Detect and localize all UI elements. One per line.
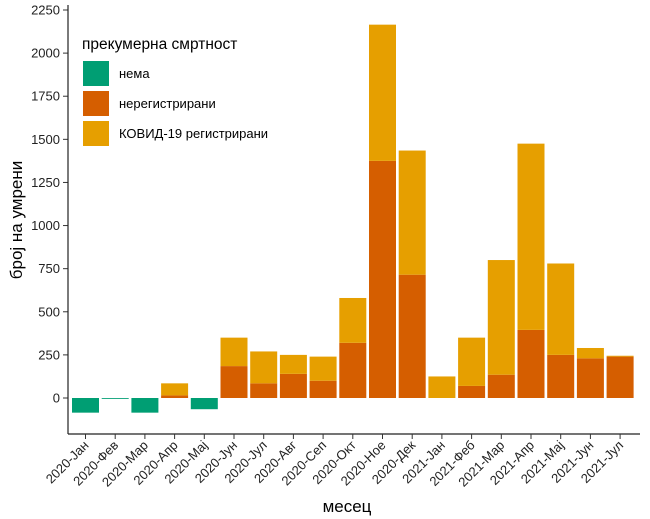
legend-label-unregistered: нерегистрирани [119, 96, 216, 111]
bar-unregistered-9 [309, 380, 337, 398]
bar-unregistered-6 [220, 366, 248, 398]
y-tick-label: 1000 [31, 218, 60, 233]
axes-layer [67, 5, 640, 435]
bar-registered-7 [250, 351, 278, 384]
legend: прекумерна смртност нема нерегистрирани КО… [82, 36, 268, 146]
y-tick-label: 0 [53, 391, 60, 406]
bars-layer [72, 24, 634, 413]
bar-registered-16 [517, 143, 545, 330]
bar-registered-10 [339, 297, 367, 343]
bar-unregistered-15 [487, 374, 515, 398]
x-axis-title: месец [323, 497, 372, 516]
bar-none-5 [190, 398, 218, 410]
y-tick-label: 2000 [31, 46, 60, 61]
bar-registered-18 [576, 347, 604, 359]
bar-none-2 [101, 398, 129, 399]
bar-none-1 [72, 398, 99, 413]
y-tick-label: 500 [38, 304, 60, 319]
bar-registered-13 [428, 376, 456, 398]
bar-registered-8 [279, 354, 307, 374]
bar-registered-15 [487, 260, 515, 375]
bar-unregistered-17 [547, 354, 575, 398]
legend-title: прекумерна смртност [82, 36, 237, 53]
bar-registered-11 [369, 24, 396, 161]
y-axis-title: број на умрени [7, 161, 26, 280]
y-tick-layer: 0 250 500 750 1000 1250 1500 1750 2000 2250 [31, 3, 68, 406]
bar-unregistered-10 [339, 342, 367, 398]
bar-unregistered-14 [458, 385, 486, 398]
bar-unregistered-16 [517, 329, 545, 398]
bar-registered-17 [547, 263, 575, 355]
bar-registered-6 [220, 337, 248, 367]
y-tick-label: 1750 [31, 89, 60, 104]
legend-swatch-none [83, 61, 109, 86]
legend-swatch-unregistered [83, 91, 109, 116]
legend-swatch-registered [83, 121, 109, 146]
x-tick-layer: 2020-Јан2020-Фев2020-Мар2020-Апр2020-Мај… [43, 434, 626, 490]
bar-unregistered-8 [279, 373, 307, 398]
bar-unregistered-4 [161, 395, 189, 398]
y-tick-label: 2250 [31, 3, 60, 18]
bar-unregistered-19 [606, 356, 634, 398]
y-tick-label: 1500 [31, 132, 60, 147]
bar-registered-4 [161, 383, 189, 396]
y-tick-label: 750 [38, 261, 60, 276]
y-tick-label: 1250 [31, 175, 60, 190]
bar-none-3 [131, 398, 159, 413]
legend-items: нема нерегистрирани КОВИД-19 регистрирани [83, 61, 268, 146]
bar-registered-14 [458, 337, 486, 386]
bar-unregistered-11 [369, 160, 396, 398]
bar-unregistered-7 [250, 383, 278, 398]
legend-label-registered: КОВИД-19 регистрирани [119, 126, 268, 141]
bar-unregistered-12 [398, 274, 426, 398]
bar-registered-9 [309, 356, 337, 381]
bar-registered-19 [606, 355, 634, 357]
legend-label-none: нема [119, 66, 150, 81]
y-tick-label: 250 [38, 347, 60, 362]
bar-registered-12 [398, 150, 426, 275]
bar-unregistered-18 [576, 358, 604, 398]
